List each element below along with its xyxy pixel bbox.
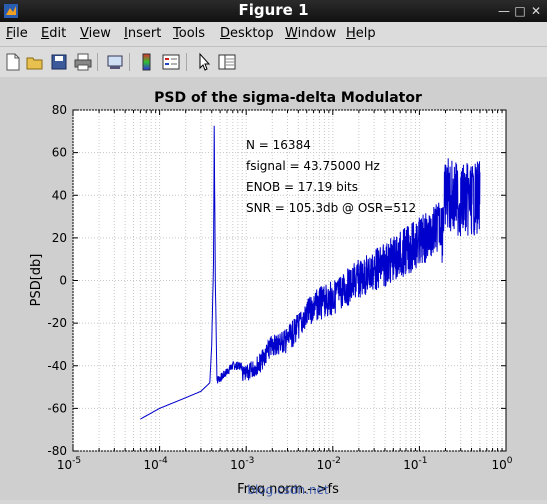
menu-view[interactable]: View [80, 26, 111, 41]
x-axis-label: Freq.norm.-->fs [237, 482, 339, 497]
y-tick-label: 0 [59, 274, 67, 288]
watermark: blog.csdn.net [247, 483, 329, 497]
annotation-text: N = 16384 [246, 138, 311, 152]
menu-help[interactable]: Help [346, 26, 376, 41]
psd-plot[interactable]: PSD of the sigma-delta Modulator 80 60 40 2… [0, 77, 547, 500]
x-tick-label: 10-5 [57, 456, 81, 472]
print-icon[interactable] [72, 51, 94, 73]
y-tick-label: 40 [52, 188, 67, 202]
x-tick-label: 10-1 [403, 456, 427, 472]
figure-toolbar [0, 46, 547, 77]
matlab-icon [4, 4, 18, 18]
maximize-button[interactable]: □ [514, 4, 526, 18]
toolbar-separator [186, 53, 187, 71]
y-axis-label: PSD[db] [29, 254, 44, 307]
pointer-icon[interactable] [193, 51, 215, 73]
minimize-button[interactable]: — [498, 4, 510, 18]
colorbar-icon[interactable] [136, 51, 158, 73]
new-figure-icon[interactable] [2, 51, 24, 73]
annotation-text: fsignal = 43.75000 Hz [246, 159, 380, 173]
close-button[interactable]: ✕ [530, 4, 542, 18]
plot-tools-icon[interactable] [216, 51, 238, 73]
window-title: Figure 1 [238, 1, 309, 19]
y-tick-label: -20 [47, 316, 67, 330]
x-tick-label: 10-3 [230, 456, 254, 472]
y-tick-label: 80 [52, 103, 67, 117]
annotation-text: ENOB = 17.19 bits [246, 180, 358, 194]
figure-canvas: PSD of the sigma-delta Modulator 80 60 40 2… [0, 77, 547, 500]
menu-bar: File Edit View Insert Tools Desktop Wind… [0, 22, 547, 46]
open-file-icon[interactable] [24, 51, 46, 73]
psd-line [140, 125, 481, 420]
annotations: N = 16384 fsignal = 43.75000 Hz ENOB = 17.… [246, 138, 416, 215]
menu-tools[interactable]: Tools [173, 26, 206, 41]
menu-window[interactable]: Window [285, 26, 337, 41]
chart-title: PSD of the sigma-delta Modulator [154, 90, 422, 106]
menu-file[interactable]: File [6, 26, 28, 41]
y-tick-label: 20 [52, 231, 67, 245]
y-tick-label: 60 [52, 146, 67, 160]
x-tick-label: 100 [491, 456, 512, 472]
menu-desktop[interactable]: Desktop [220, 26, 274, 41]
legend-icon[interactable] [160, 51, 182, 73]
toolbar-separator [97, 53, 98, 71]
menu-insert[interactable]: Insert [124, 26, 162, 41]
y-tick-label: -40 [47, 359, 67, 373]
x-tick-label: 10-2 [317, 456, 341, 472]
y-tick-label: -60 [47, 401, 67, 415]
save-icon[interactable] [48, 51, 70, 73]
annotation-text: SNR = 105.3db @ OSR=512 [246, 201, 416, 215]
x-tick-label: 10-4 [143, 456, 168, 472]
link-plot-icon[interactable] [104, 51, 126, 73]
y-tick-label: -80 [47, 444, 67, 458]
window-titlebar: Figure 1 — □ ✕ [0, 0, 547, 22]
toolbar-separator [129, 53, 130, 71]
menu-edit[interactable]: Edit [41, 26, 67, 41]
